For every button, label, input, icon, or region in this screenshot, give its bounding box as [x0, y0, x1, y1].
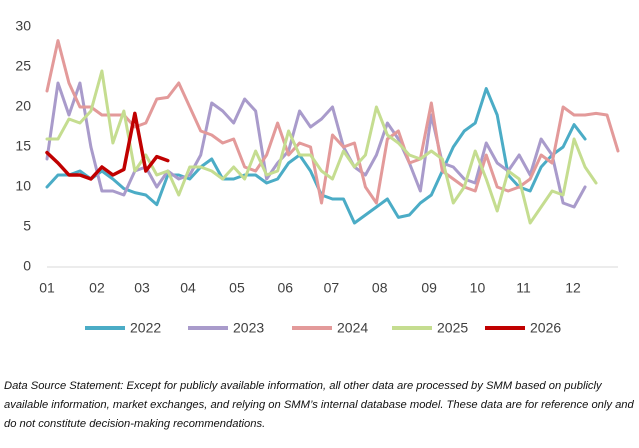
x-tick-label: 04	[180, 280, 196, 296]
x-tick-label: 05	[229, 280, 245, 296]
legend-label: 2026	[530, 320, 561, 336]
x-tick-label: 07	[324, 280, 340, 296]
x-tick-label: 06	[277, 280, 293, 296]
y-tick-label: 10	[15, 178, 31, 194]
y-tick-label: 30	[15, 18, 31, 34]
y-tick-label: 0	[23, 258, 31, 274]
legend-label: 2024	[337, 320, 368, 336]
series-line	[45, 69, 598, 225]
legend-label: 2022	[130, 320, 161, 336]
legend-label: 2023	[233, 320, 264, 336]
x-tick-label: 01	[39, 280, 55, 296]
y-tick-label: 20	[15, 98, 31, 114]
y-tick-label: 25	[15, 58, 31, 74]
x-tick-label: 11	[516, 280, 531, 296]
x-tick-label: 03	[134, 280, 150, 296]
series-line	[45, 111, 170, 181]
legend-label: 2025	[437, 320, 468, 336]
x-tick-label: 02	[89, 280, 105, 296]
x-tick-label: 09	[421, 280, 437, 296]
series-line	[45, 39, 620, 205]
x-tick-label: 08	[372, 280, 388, 296]
x-tick-label: 12	[565, 280, 581, 296]
y-tick-label: 15	[15, 138, 31, 154]
source-note: Data Source Statement: Except for public…	[4, 380, 634, 430]
series-line	[45, 87, 587, 225]
x-tick-label: 10	[470, 280, 486, 296]
y-tick-label: 5	[23, 218, 31, 234]
